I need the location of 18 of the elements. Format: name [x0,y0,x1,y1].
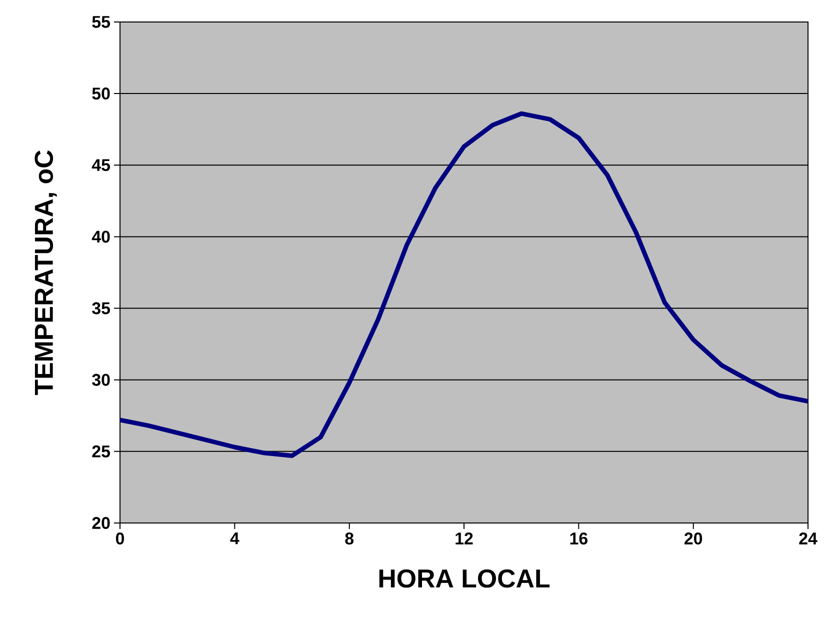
y-tick-label: 40 [92,230,110,243]
x-tick-label: 12 [456,532,473,544]
y-tick-label: 55 [92,16,110,28]
x-tick-label: 24 [799,532,818,544]
y-tick-label: 20 [92,516,110,529]
y-tick-label: 25 [92,445,110,458]
line-series [120,111,808,458]
x-tick-label: 16 [570,532,588,545]
x-axis-title: HORA LOCAL [379,569,550,588]
x-tick-label: 8 [345,532,354,545]
y-axis-title: TEMPERATURA, oC [34,150,57,395]
x-tick-label: 4 [230,532,240,544]
y-tick-label: 30 [92,374,110,386]
y-tick-label: 35 [92,302,110,314]
x-tick-label: 0 [116,532,124,545]
y-tick-label: 45 [92,159,110,172]
y-tick-label: 50 [92,88,110,100]
x-tick-label: 20 [684,532,702,545]
